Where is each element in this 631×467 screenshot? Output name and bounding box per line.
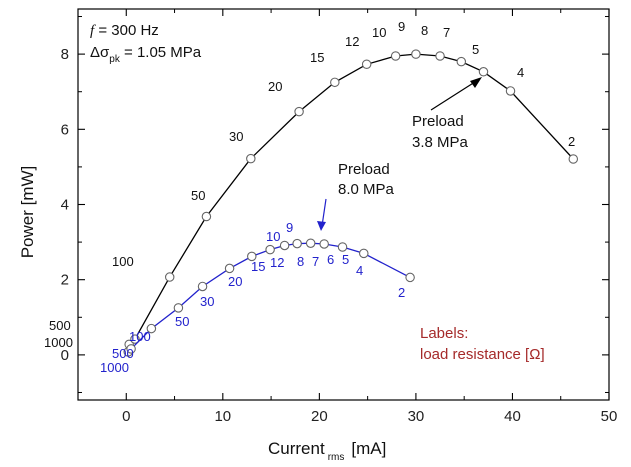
series-0-point bbox=[505, 86, 516, 96]
x-axis-title-unit: [mA] bbox=[351, 439, 386, 458]
series-1-point bbox=[126, 344, 136, 354]
series-layer bbox=[123, 49, 579, 357]
blue-point-label: 100 bbox=[129, 329, 151, 344]
black-point-label: 15 bbox=[310, 50, 324, 65]
black-point-label: 50 bbox=[191, 188, 205, 203]
series-0-point bbox=[246, 153, 256, 164]
series-0-point bbox=[130, 334, 140, 344]
series-1-point bbox=[279, 240, 290, 251]
arrow-blue bbox=[317, 198, 327, 231]
series-1-point bbox=[337, 242, 348, 252]
y-tick-label: 2 bbox=[61, 272, 69, 289]
series-0-point bbox=[361, 59, 372, 70]
blue-point-label: 30 bbox=[200, 294, 214, 309]
frequency-info: f = 300 Hz bbox=[90, 22, 159, 39]
preload-black-line2: 3.8 MPa bbox=[412, 134, 469, 151]
black-point-label: 12 bbox=[345, 34, 359, 49]
black-point-label: 100 bbox=[112, 254, 134, 269]
y-tick-label: 8 bbox=[61, 46, 69, 63]
preload-black-line1: Preload bbox=[412, 113, 464, 130]
labels-note-line2: load resistance [Ω] bbox=[420, 346, 545, 363]
axes-frame bbox=[77, 8, 610, 401]
stress-value: = 1.05 MPa bbox=[120, 44, 202, 61]
y-axis-title: Power [mW] bbox=[18, 166, 37, 259]
black-point-label: 10 bbox=[372, 25, 386, 40]
black-point-label: 7 bbox=[443, 25, 450, 40]
black-point-label: 5 bbox=[472, 42, 479, 57]
series-0-point bbox=[294, 106, 304, 117]
series-0-point bbox=[435, 51, 445, 61]
frequency-value: = 300 Hz bbox=[94, 22, 159, 39]
black-point-label: 20 bbox=[268, 79, 282, 94]
arrow-black bbox=[430, 77, 482, 111]
x-tick-label: 40 bbox=[504, 408, 521, 425]
black-point-label: 4 bbox=[517, 65, 524, 80]
y-tick-label: 6 bbox=[61, 121, 69, 138]
blue-point-label: 12 bbox=[270, 255, 284, 270]
preload-blue-line1: Preload bbox=[338, 161, 390, 178]
x-tick-label: 20 bbox=[311, 408, 328, 425]
series-1-point bbox=[319, 239, 329, 249]
stress-info: Δσpk = 1.05 MPa bbox=[90, 44, 202, 65]
series-1-point bbox=[224, 263, 235, 274]
frequency-symbol: f bbox=[90, 23, 96, 39]
series-1-point bbox=[173, 303, 184, 313]
blue-point-label: 20 bbox=[228, 274, 242, 289]
blue-point-label: 8 bbox=[297, 254, 304, 269]
labels-note-line1: Labels: bbox=[420, 325, 468, 342]
x-tick-label: 0 bbox=[122, 408, 130, 425]
x-axis-title-subscript: rms bbox=[328, 452, 345, 463]
blue-point-label: 1000 bbox=[100, 360, 129, 375]
blue-point-label: 6 bbox=[327, 252, 334, 267]
series-0-point bbox=[456, 56, 467, 67]
black-point-label: 9 bbox=[398, 19, 405, 34]
black-point-label: 2 bbox=[568, 134, 575, 149]
series-1-point bbox=[247, 251, 257, 262]
series-0-point bbox=[411, 49, 421, 59]
y-tick-label: 4 bbox=[61, 197, 69, 214]
series-0-point bbox=[390, 51, 401, 61]
series-1-point bbox=[146, 323, 157, 334]
series-0-point bbox=[330, 77, 340, 88]
x-axis-title: Current rms [mA] bbox=[268, 439, 386, 463]
series-0-point bbox=[478, 67, 489, 77]
black-point-label: 1000 bbox=[44, 335, 73, 350]
blue-point-label: 10 bbox=[266, 229, 280, 244]
series-1-point bbox=[292, 238, 302, 249]
series-1-point bbox=[197, 281, 208, 292]
stress-symbol: Δσ bbox=[90, 44, 110, 61]
black-point-label: 8 bbox=[421, 23, 428, 38]
series-0-point bbox=[568, 154, 579, 164]
blue-point-label: 2 bbox=[398, 285, 405, 300]
series-0-point bbox=[164, 272, 175, 282]
x-axis-title-main: Current bbox=[268, 439, 325, 458]
x-tick-label: 50 bbox=[601, 408, 618, 425]
blue-point-label: 9 bbox=[286, 220, 293, 235]
blue-point-label: 15 bbox=[251, 259, 265, 274]
x-tick-label: 30 bbox=[408, 408, 425, 425]
blue-point-label: 5 bbox=[342, 252, 349, 267]
series-1-point bbox=[359, 248, 369, 259]
black-point-label: 30 bbox=[229, 129, 243, 144]
black-point-label: 500 bbox=[49, 318, 71, 333]
plot-frame bbox=[77, 8, 610, 401]
blue-point-label: 4 bbox=[356, 263, 363, 278]
series-1-point bbox=[265, 244, 275, 255]
blue-point-label: 7 bbox=[312, 254, 319, 269]
stress-subscript: pk bbox=[109, 54, 121, 65]
x-tick-label: 10 bbox=[214, 408, 231, 425]
preload-blue-line2: 8.0 MPa bbox=[338, 181, 395, 198]
series-1-point bbox=[405, 272, 415, 283]
series-1-point bbox=[305, 238, 316, 248]
series-0-point bbox=[201, 211, 212, 222]
blue-point-label: 500 bbox=[112, 346, 134, 361]
blue-point-label: 50 bbox=[175, 314, 189, 329]
y-tick-label: 0 bbox=[61, 347, 69, 364]
